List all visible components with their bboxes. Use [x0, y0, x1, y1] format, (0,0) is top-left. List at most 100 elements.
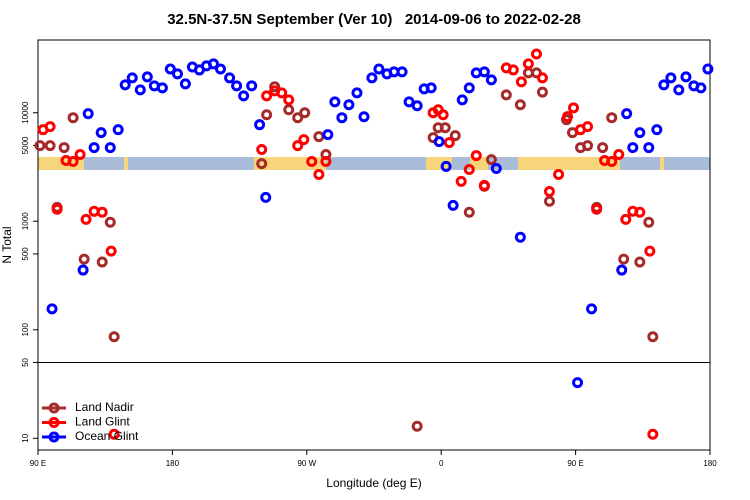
point [620, 213, 632, 225]
x-tick-label: 180 [703, 459, 717, 468]
point [254, 119, 266, 131]
legend-marker [48, 417, 60, 428]
point [443, 137, 455, 149]
point [44, 140, 56, 152]
point [207, 58, 219, 70]
point [643, 216, 655, 228]
point [463, 82, 475, 94]
point [597, 142, 609, 154]
point [507, 64, 519, 76]
legend-marker [48, 431, 60, 443]
point [647, 331, 659, 343]
point [134, 84, 146, 96]
point [292, 112, 304, 124]
point [179, 78, 191, 90]
point [261, 90, 273, 102]
point [463, 206, 475, 218]
y-tick-label: 10 [21, 433, 30, 442]
legend-label: Land Glint [75, 415, 130, 429]
point [320, 156, 332, 168]
point [411, 420, 423, 432]
point [96, 206, 108, 218]
point [680, 71, 692, 83]
point [283, 94, 295, 106]
point [343, 99, 355, 111]
point [298, 134, 310, 146]
point [322, 129, 334, 141]
point [621, 108, 633, 120]
point [373, 63, 385, 75]
point [582, 140, 594, 152]
point [478, 179, 490, 191]
point [514, 231, 526, 243]
point [119, 79, 131, 91]
point [171, 68, 183, 80]
point [34, 140, 46, 152]
point [613, 149, 625, 161]
point [74, 149, 86, 161]
point [126, 72, 138, 84]
x-tick-label: 0 [439, 459, 444, 468]
point [673, 84, 685, 96]
point [695, 82, 707, 94]
point [46, 303, 58, 315]
point [58, 142, 70, 154]
point [530, 48, 542, 60]
point [463, 163, 475, 175]
legend-label: Land Nadir [75, 400, 134, 414]
point [44, 121, 56, 133]
point [433, 136, 445, 148]
point [366, 72, 378, 84]
plot-frame [37, 39, 711, 451]
point [644, 245, 656, 257]
point [425, 82, 437, 94]
point [358, 111, 370, 123]
y-axis-label: N Total [0, 226, 14, 263]
chart-title: 32.5N-37.5N September (Ver 10) 2014-09-0… [167, 11, 581, 28]
point [336, 112, 348, 124]
point [522, 58, 534, 70]
point [246, 80, 258, 92]
point [456, 94, 468, 106]
point [439, 122, 451, 134]
point [437, 109, 449, 121]
point [396, 66, 408, 78]
map-strip [38, 157, 710, 170]
point [67, 156, 79, 168]
point [591, 203, 603, 215]
point [658, 79, 670, 91]
point [51, 203, 63, 215]
x-axis-label: Longitude (deg E) [326, 476, 421, 490]
point [214, 63, 226, 75]
point [299, 107, 311, 119]
point [104, 142, 116, 154]
y-tick-label: 1000 [21, 212, 30, 230]
point [82, 108, 94, 120]
point [485, 154, 497, 166]
point [88, 142, 100, 154]
point [67, 112, 79, 124]
point [108, 331, 120, 343]
point [411, 100, 423, 112]
point [292, 140, 304, 152]
point [449, 130, 461, 142]
point [231, 80, 243, 92]
point [627, 142, 639, 154]
point [634, 256, 646, 268]
point [238, 90, 250, 102]
point [141, 71, 153, 83]
point [606, 156, 618, 168]
y-tick-label: 10000 [21, 101, 30, 124]
point [553, 168, 565, 180]
point [562, 111, 574, 123]
point [95, 127, 107, 139]
point [105, 245, 117, 257]
point [702, 63, 714, 75]
point [403, 96, 415, 108]
legend-marker [48, 402, 60, 414]
point [313, 168, 325, 180]
point [156, 82, 168, 94]
x-tick-label: 90 E [567, 459, 583, 468]
point [269, 81, 281, 93]
point [77, 264, 89, 276]
